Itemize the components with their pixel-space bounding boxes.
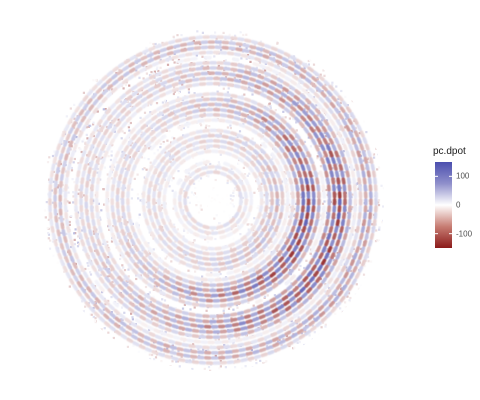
- legend-tick-label: 0: [456, 200, 461, 210]
- legend-colorbar: [435, 162, 452, 248]
- heatmap-center-blank: [206, 188, 230, 212]
- legend-tick-label: 100: [456, 171, 470, 181]
- legend-tick-label: -100: [456, 229, 473, 239]
- legend-title: pc.dpot: [433, 146, 466, 157]
- color-legend: pc.dpot 100 0 -100: [433, 146, 480, 256]
- heatmap-cell: [263, 362, 267, 366]
